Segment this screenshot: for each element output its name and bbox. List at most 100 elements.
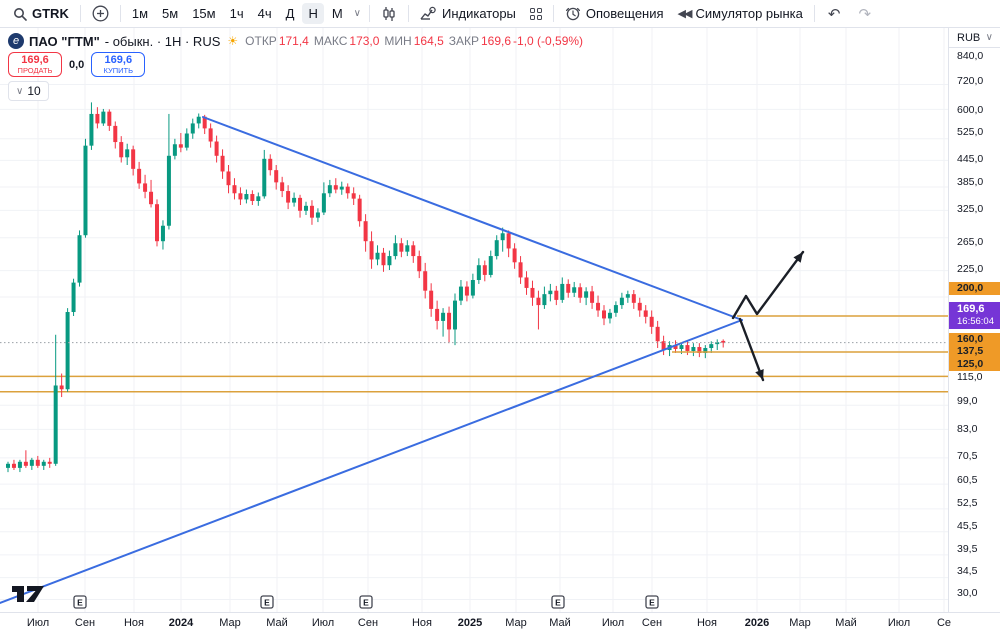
chart-area[interactable]: E E E E E e ПАО "ГТМ" - обыкн. · 1H · RUS ☀ … bbox=[0, 28, 948, 612]
candle-70 bbox=[423, 271, 428, 291]
candle-40 bbox=[244, 194, 249, 200]
candle-56 bbox=[339, 186, 344, 190]
candle-60 bbox=[363, 221, 368, 242]
svg-text:E: E bbox=[363, 598, 369, 608]
candle-67 bbox=[405, 245, 410, 252]
interval-1ч[interactable]: 1ч bbox=[229, 6, 244, 21]
candle-108 bbox=[649, 316, 654, 327]
candle-43 bbox=[262, 158, 267, 197]
svg-text:E: E bbox=[649, 598, 655, 608]
candle-71 bbox=[429, 290, 434, 309]
market-simulator-button[interactable]: ◀◀ Симулятор рынка bbox=[671, 3, 810, 24]
candle-92 bbox=[554, 290, 559, 300]
divider bbox=[79, 5, 81, 22]
interval-15м[interactable]: 15м bbox=[192, 6, 216, 21]
candle-52 bbox=[315, 212, 320, 218]
candle-34 bbox=[208, 128, 213, 142]
earnings-marker[interactable]: E bbox=[73, 595, 87, 609]
time-axis[interactable]: Июл Сен Ноя 2024 Мар Май Июл Сен Ноя 2025 Мар Май Ию… bbox=[0, 612, 1000, 634]
compare-add-button[interactable] bbox=[85, 2, 116, 25]
sell-button[interactable]: 169,6 ПРОДАТЬ bbox=[8, 52, 62, 77]
earnings-marker[interactable]: E bbox=[645, 595, 659, 609]
interval-Д[interactable]: Д bbox=[285, 6, 295, 21]
chart-type-button[interactable] bbox=[374, 3, 404, 25]
earnings-marker[interactable]: E bbox=[359, 595, 373, 609]
candle-46 bbox=[280, 182, 285, 192]
candle-88 bbox=[530, 287, 535, 298]
svg-text:E: E bbox=[555, 598, 561, 608]
time-tick-Июл: Июл bbox=[601, 617, 625, 629]
level-label-137,5[interactable]: 137,5 bbox=[949, 345, 1000, 358]
time-tick-Май: Май bbox=[835, 617, 857, 629]
time-tick-Ноя: Ноя bbox=[696, 617, 718, 629]
divider bbox=[408, 5, 409, 22]
level-label-200,0[interactable]: 200,0 bbox=[949, 281, 1000, 295]
drawn-arrow-up[interactable] bbox=[731, 250, 805, 320]
buy-button[interactable]: 169,6 КУПИТЬ bbox=[91, 52, 146, 77]
buy-label: КУПИТЬ bbox=[103, 65, 134, 75]
undo-button[interactable]: ↶ bbox=[827, 5, 841, 23]
earnings-marker[interactable]: E bbox=[260, 595, 274, 609]
last-price-value: 169,6 bbox=[957, 302, 985, 315]
tradingview-logo[interactable] bbox=[12, 586, 44, 602]
time-tick-Мар: Мар bbox=[505, 617, 527, 629]
time-tick-Ноя: Ноя bbox=[123, 617, 145, 629]
price-tick-385,0: 385,0 bbox=[957, 175, 984, 188]
instrument-title[interactable]: ПАО "ГТМ" bbox=[29, 33, 100, 49]
interval-chevron-icon[interactable]: ∨ bbox=[353, 8, 361, 19]
candle-18 bbox=[113, 125, 118, 143]
alerts-button[interactable]: Оповещения bbox=[558, 3, 671, 25]
candle-93 bbox=[560, 283, 565, 300]
sell-label: ПРОДАТЬ bbox=[17, 65, 53, 75]
currency-dropdown[interactable]: RUB ∨ bbox=[949, 28, 1000, 48]
svg-text:E: E bbox=[77, 598, 83, 608]
price-axis[interactable]: RUB ∨ 840,0 720,0 600,0 525,0 445,0 385,0 325,… bbox=[948, 28, 1000, 612]
trendline-descending[interactable] bbox=[202, 116, 743, 321]
price-tick-45,5: 45,5 bbox=[957, 520, 978, 533]
candle-51 bbox=[309, 205, 314, 218]
trendline-ascending[interactable] bbox=[0, 319, 743, 604]
interval-5м[interactable]: 5м bbox=[162, 6, 179, 21]
candle-96 bbox=[578, 287, 583, 298]
candle-11 bbox=[71, 282, 76, 313]
interval-group: 1м 5м 15м 1ч 4ч Д Н М bbox=[125, 3, 350, 24]
alarm-clock-icon bbox=[565, 7, 580, 20]
level-label-160,0[interactable]: 160,0 bbox=[949, 332, 1000, 346]
candle-61 bbox=[369, 241, 374, 260]
candle-37 bbox=[226, 171, 231, 186]
indicators-button[interactable]: Индикаторы bbox=[413, 3, 523, 24]
instrument-descriptor: - обыкн. · 1H · RUS bbox=[104, 33, 221, 49]
candle-8 bbox=[53, 385, 58, 464]
layout-grid-button[interactable] bbox=[523, 5, 549, 23]
candle-16 bbox=[101, 111, 106, 124]
interval-Н[interactable]: Н bbox=[302, 3, 324, 24]
time-tick-Сен: Сен bbox=[641, 617, 663, 629]
interval-4ч[interactable]: 4ч bbox=[257, 6, 272, 21]
drawn-arrow-down[interactable] bbox=[738, 317, 765, 382]
candle-117 bbox=[703, 348, 708, 354]
low-label: МИН bbox=[384, 34, 412, 48]
candle-73 bbox=[441, 312, 446, 321]
interval-1м[interactable]: 1м bbox=[131, 6, 149, 21]
divider bbox=[813, 5, 815, 22]
redo-button[interactable]: ↷ bbox=[858, 5, 872, 23]
candle-97 bbox=[584, 291, 589, 298]
earnings-marker[interactable]: E bbox=[551, 595, 565, 609]
candle-23 bbox=[143, 183, 148, 192]
depth-dropdown[interactable]: ∨ 10 bbox=[8, 81, 49, 101]
candle-86 bbox=[518, 262, 523, 278]
interval-М[interactable]: М bbox=[331, 6, 343, 21]
candle-80 bbox=[482, 265, 487, 275]
level-label-125,0[interactable]: 125,0 bbox=[949, 357, 1000, 371]
candle-62 bbox=[375, 252, 380, 260]
candle-0 bbox=[6, 463, 10, 468]
candle-30 bbox=[184, 133, 189, 148]
candle-10 bbox=[65, 312, 70, 390]
price-tick-99,0: 99,0 bbox=[957, 394, 978, 407]
candle-53 bbox=[321, 193, 326, 213]
symbol-search[interactable]: GTRK bbox=[6, 3, 76, 24]
time-tick-Ноя: Ноя bbox=[411, 617, 433, 629]
rewind-icon: ◀◀ bbox=[677, 8, 693, 20]
open-label: ОТКР bbox=[245, 34, 277, 48]
